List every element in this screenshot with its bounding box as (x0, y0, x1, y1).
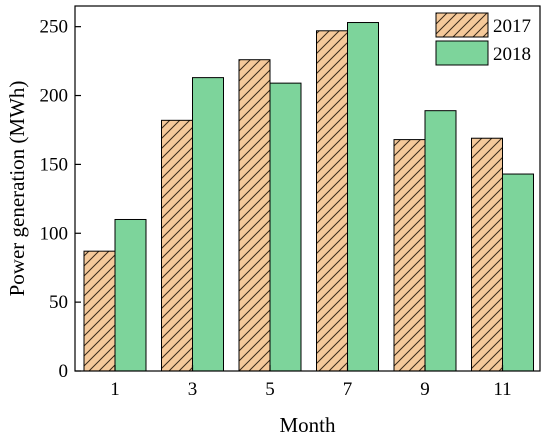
legend-swatch-2017 (435, 12, 489, 38)
x-axis-title: Month (279, 413, 336, 437)
y-tick-label: 50 (49, 292, 68, 313)
plot-frame (74, 5, 541, 372)
bar-2017-month-11 (471, 137, 503, 372)
y-axis: 0 50 100 150 200 250 (40, 17, 81, 382)
legend-swatch-2018 (435, 40, 489, 66)
x-tick-label: 11 (493, 379, 511, 400)
bar-2018-month-5 (269, 82, 302, 372)
y-tick-label: 200 (40, 86, 69, 107)
legend-label: 2017 (493, 16, 531, 37)
x-tick-label: 9 (420, 379, 430, 400)
bar-2018-month-11 (502, 173, 534, 372)
x-tick-label: 3 (188, 379, 198, 400)
y-tick-label: 150 (40, 154, 69, 175)
bar-2018-month-1 (114, 218, 147, 372)
y-tick-label: 250 (40, 17, 69, 38)
bars-group (83, 22, 534, 372)
x-tick-label: 7 (343, 379, 353, 400)
bar-2017-month-7 (316, 30, 348, 372)
x-tick-label: 5 (265, 379, 275, 400)
y-axis-title: Power generation (MWh) (5, 81, 29, 297)
bar-2017-month-1 (83, 250, 116, 372)
bar-2017-month-9 (393, 139, 426, 372)
y-tick-label: 100 (40, 223, 69, 244)
bar-2018-month-3 (192, 77, 224, 372)
legend: 2017 2018 (435, 12, 531, 66)
x-axis: 1 3 5 7 9 11 (110, 365, 512, 400)
y-tick-label: 0 (59, 361, 69, 382)
bar-2017-month-3 (161, 119, 193, 372)
bar-2018-month-7 (347, 22, 379, 372)
legend-label: 2018 (493, 44, 531, 65)
bar-2018-month-9 (424, 110, 457, 372)
x-tick-label: 1 (110, 379, 120, 400)
bar-2017-month-5 (238, 59, 271, 372)
